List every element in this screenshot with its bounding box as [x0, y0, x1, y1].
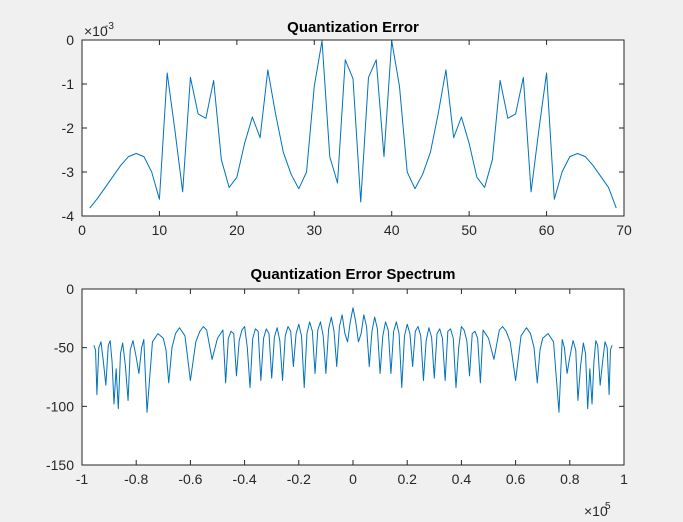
error-axes: Quantization Error ×10 -3 0 10 20 30 40 50 60 7… [62, 19, 632, 238]
spectrum-x-tick-label: -0.2 [287, 471, 311, 487]
spectrum-x-tick-label: -0.4 [233, 471, 257, 487]
spectrum-x-tick-label: 0.2 [397, 471, 417, 487]
spectrum-x-tick-label: 0.4 [452, 471, 472, 487]
error-y-tick-label: -3 [62, 164, 75, 180]
error-chart-title: Quantization Error [287, 19, 419, 36]
error-y-tick-label: 0 [66, 32, 74, 48]
error-x-tick-label: 40 [384, 222, 400, 238]
spectrum-x-tick-label: 0.6 [506, 471, 526, 487]
spectrum-x-exponent: ×10 5 [584, 501, 611, 519]
error-series [89, 40, 617, 209]
spectrum-x-exponent-power: 5 [605, 501, 611, 512]
error-y-tick-label: -1 [62, 76, 75, 92]
error-x-tick-label: 20 [229, 222, 245, 238]
spectrum-x-tick-label: -1 [76, 471, 89, 487]
spectrum-x-tick-label: 0 [349, 471, 357, 487]
spectrum-y-tick-label: -100 [46, 398, 74, 414]
error-x-tick-label: 30 [306, 222, 322, 238]
spectrum-x-exponent-base: ×10 [584, 503, 608, 519]
spectrum-x-tick-label: 1 [620, 471, 628, 487]
error-y-exponent-power: -3 [105, 21, 114, 32]
spectrum-series-line [93, 307, 613, 413]
spectrum-x-tick-label: -0.8 [124, 471, 148, 487]
spectrum-ticks: -1 -0.8 -0.6 -0.4 -0.2 0 0.2 0.4 0.6 0.8 1 -150 -100… [46, 281, 628, 487]
error-x-tick-label: 10 [152, 222, 168, 238]
error-plot-area [82, 40, 624, 216]
error-x-tick-label: 0 [78, 222, 86, 238]
error-x-tick-label: 50 [461, 222, 477, 238]
error-y-tick-label: -4 [62, 208, 75, 224]
spectrum-y-tick-label: 0 [66, 281, 74, 297]
spectrum-series [93, 307, 613, 413]
spectrum-axes-box [81, 288, 625, 466]
error-series-line [89, 40, 617, 209]
error-axes-box [81, 39, 625, 217]
spectrum-plot-area [82, 289, 624, 465]
spectrum-x-tick-label: -0.6 [178, 471, 202, 487]
error-ticks: 0 10 20 30 40 50 60 70 -4 -3 -2 -1 0 [62, 32, 632, 238]
spectrum-y-tick-label: -50 [54, 340, 74, 356]
error-x-tick-label: 60 [539, 222, 555, 238]
spectrum-x-tick-label: 0.8 [560, 471, 580, 487]
spectrum-axes: Quantization Error Spectrum ×10 5 -1 -0.8… [46, 266, 628, 519]
error-x-tick-label: 70 [616, 222, 632, 238]
error-y-exponent: ×10 -3 [84, 21, 114, 39]
spectrum-y-tick-label: -150 [46, 457, 74, 473]
error-y-tick-label: -2 [62, 120, 75, 136]
spectrum-chart-title: Quantization Error Spectrum [250, 266, 455, 283]
error-y-exponent-base: ×10 [84, 23, 108, 39]
